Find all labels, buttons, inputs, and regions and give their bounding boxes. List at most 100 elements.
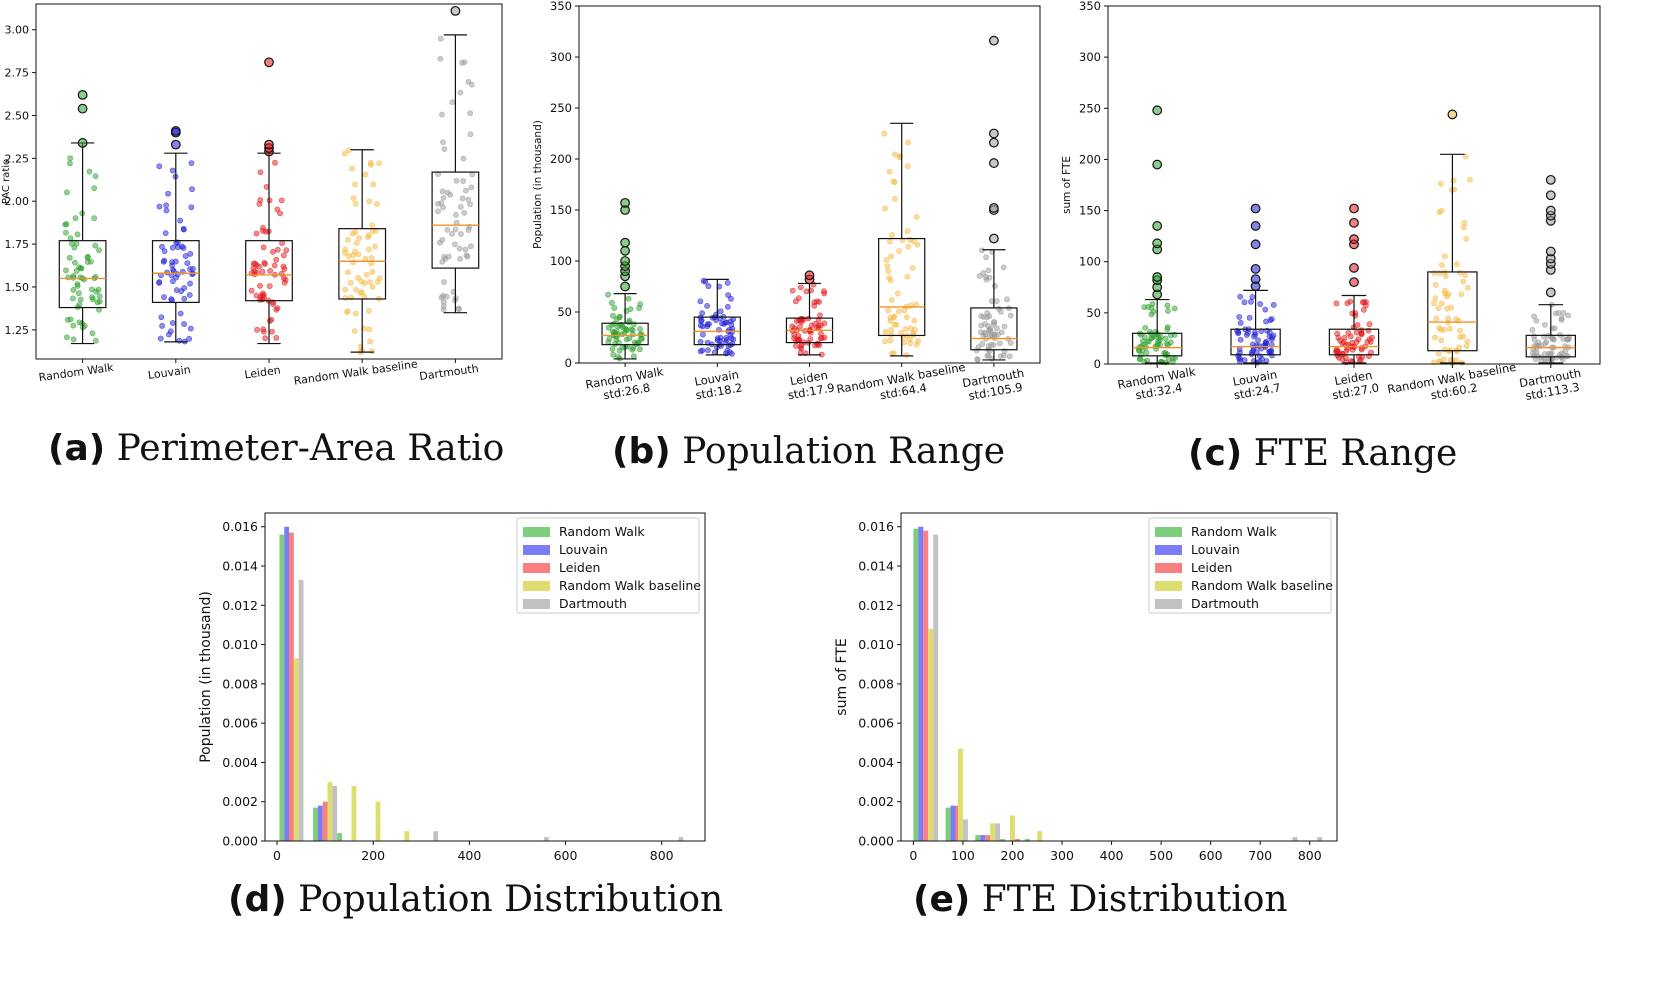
x-tick-label: Random Walk bbox=[38, 361, 115, 384]
data-point bbox=[367, 159, 374, 166]
y-axis-label: sum of FTE bbox=[834, 638, 850, 715]
data-point bbox=[888, 253, 895, 260]
data-point bbox=[727, 332, 734, 338]
y-tick-label: 200 bbox=[1079, 152, 1101, 166]
data-point bbox=[353, 286, 359, 293]
data-point bbox=[992, 283, 998, 289]
x-tick-label: 200 bbox=[361, 848, 385, 863]
outlier bbox=[620, 237, 630, 248]
data-point bbox=[884, 263, 891, 270]
data-point bbox=[1142, 324, 1149, 331]
data-point bbox=[180, 226, 187, 232]
data-point bbox=[441, 279, 448, 285]
data-point bbox=[374, 201, 380, 207]
data-point bbox=[462, 246, 469, 253]
data-point bbox=[1248, 298, 1254, 305]
caption-e-label: (e) bbox=[913, 879, 971, 920]
data-point bbox=[996, 340, 1003, 347]
data-point bbox=[994, 325, 1000, 332]
data-point bbox=[605, 291, 611, 298]
bar-dartmouth bbox=[962, 819, 968, 841]
data-point bbox=[164, 269, 170, 276]
data-point bbox=[283, 247, 290, 254]
y-tick-label: 0.008 bbox=[858, 676, 894, 691]
data-point bbox=[86, 168, 93, 175]
data-point bbox=[161, 294, 167, 301]
data-point bbox=[913, 213, 920, 220]
data-point bbox=[170, 278, 176, 285]
outlier bbox=[1152, 221, 1163, 231]
data-point bbox=[96, 298, 103, 305]
data-point bbox=[1237, 336, 1244, 343]
data-point bbox=[174, 271, 181, 278]
data-point bbox=[1236, 314, 1243, 320]
data-point bbox=[367, 338, 374, 345]
box-louvain bbox=[1230, 328, 1281, 356]
data-point bbox=[376, 275, 383, 282]
data-point bbox=[1559, 350, 1565, 357]
y-tick-label: 2.75 bbox=[5, 67, 30, 80]
data-point bbox=[353, 310, 359, 317]
data-point bbox=[96, 293, 103, 300]
box-random-walk bbox=[58, 240, 107, 309]
x-tick-label-group: Louvain bbox=[147, 363, 191, 382]
data-point bbox=[637, 326, 643, 332]
y-tick-label: 1.50 bbox=[5, 281, 30, 294]
data-point bbox=[253, 230, 260, 237]
data-point bbox=[257, 282, 263, 289]
data-point bbox=[1267, 317, 1274, 324]
legend-swatch bbox=[1155, 581, 1182, 591]
outlier bbox=[170, 139, 181, 150]
data-point bbox=[889, 232, 896, 238]
data-point bbox=[1366, 321, 1373, 328]
data-point bbox=[1457, 269, 1463, 276]
y-tick-label: 0.000 bbox=[858, 834, 894, 849]
data-point bbox=[619, 344, 626, 351]
data-point bbox=[1169, 355, 1176, 362]
data-point bbox=[911, 238, 917, 245]
y-tick-label: 50 bbox=[1086, 306, 1101, 320]
bar-random-walk-baseline bbox=[990, 823, 996, 841]
data-point bbox=[988, 341, 995, 348]
data-point bbox=[459, 195, 466, 202]
data-point bbox=[792, 298, 799, 305]
data-point bbox=[995, 305, 1002, 312]
box-leiden bbox=[245, 240, 293, 302]
data-point bbox=[821, 334, 828, 341]
data-point bbox=[1246, 314, 1253, 321]
data-point bbox=[1558, 316, 1565, 323]
data-point bbox=[638, 331, 645, 338]
data-point bbox=[821, 288, 827, 295]
data-point bbox=[821, 320, 828, 327]
caption-d: (d) Population Distribution bbox=[228, 879, 723, 920]
data-point bbox=[911, 317, 918, 324]
data-point bbox=[368, 255, 375, 261]
y-tick-label: 0.014 bbox=[222, 559, 258, 574]
data-point bbox=[697, 348, 704, 355]
box-dartmouth bbox=[1525, 334, 1577, 358]
data-point bbox=[95, 286, 102, 293]
data-point bbox=[1241, 299, 1248, 306]
data-point bbox=[1138, 351, 1145, 358]
outlier bbox=[1349, 262, 1359, 273]
data-point bbox=[267, 318, 273, 324]
data-point bbox=[1550, 335, 1556, 341]
data-point bbox=[803, 288, 810, 295]
legend-label: Louvain bbox=[559, 542, 608, 557]
bar-leiden bbox=[1014, 839, 1020, 841]
data-point bbox=[342, 295, 349, 301]
data-point bbox=[898, 329, 904, 336]
box-random-walk-baseline bbox=[1427, 271, 1478, 352]
data-point bbox=[984, 314, 990, 321]
outlier bbox=[77, 89, 88, 100]
data-point bbox=[623, 336, 630, 343]
scatter-points bbox=[697, 277, 737, 357]
data-point bbox=[886, 168, 893, 175]
data-point bbox=[728, 295, 734, 302]
x-tick-label: 800 bbox=[1298, 848, 1322, 863]
data-point bbox=[369, 284, 376, 290]
data-point bbox=[158, 314, 165, 321]
data-point bbox=[157, 335, 164, 342]
